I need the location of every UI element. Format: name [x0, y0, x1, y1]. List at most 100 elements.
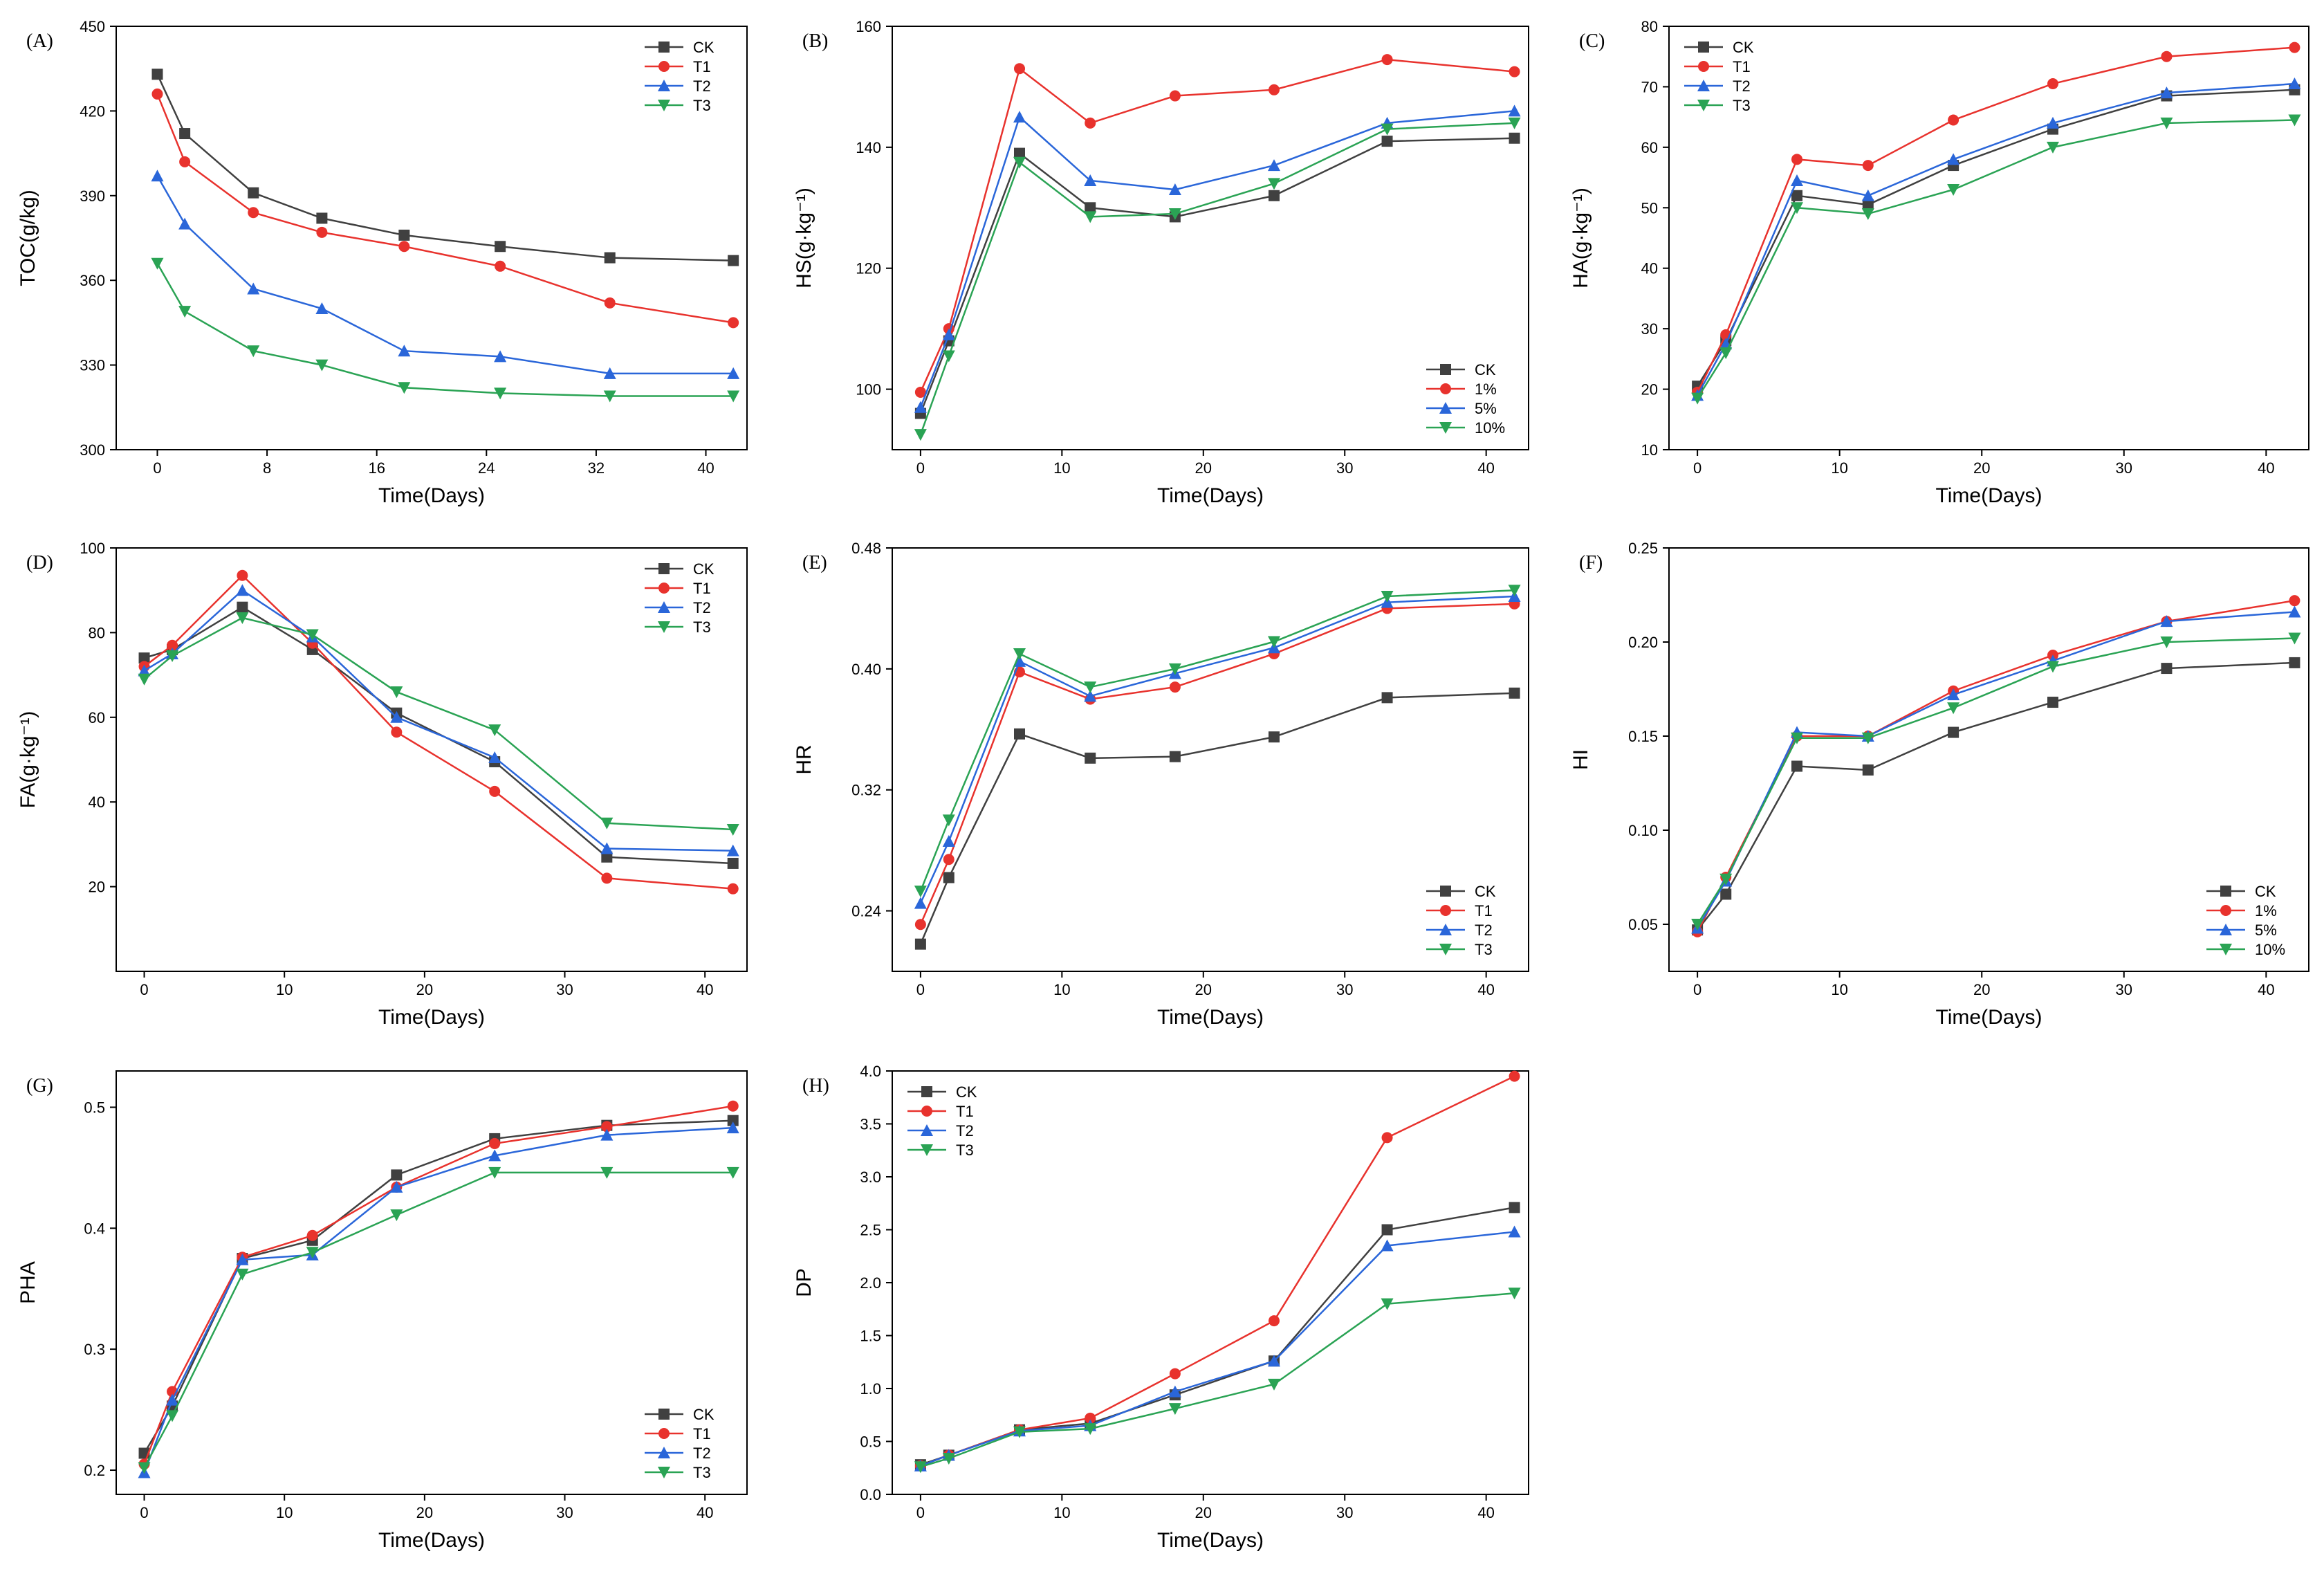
data-point-T1: [1862, 160, 1874, 172]
series-T3: [151, 257, 740, 403]
data-point-T3: [138, 673, 151, 686]
data-point-T3: [1791, 202, 1803, 214]
data-point-T1: [1381, 1132, 1393, 1144]
legend-label: CK: [1475, 361, 1496, 378]
data-point-T3: [166, 1410, 179, 1422]
data-point-T2: [1268, 159, 1280, 172]
data-point-T3: [914, 1461, 927, 1474]
legend-swatch-marker: [921, 1144, 933, 1156]
y-tick-label: 0.10: [1628, 822, 1658, 839]
data-point-T1: [1269, 84, 1280, 95]
chart-E: 0 10 20 30 40 0.24 0.32 0.40 0.48 Time(Days) HR (E)…: [793, 540, 1529, 1029]
data-point-CK: [1014, 147, 1025, 159]
data-point-T3: [1268, 178, 1280, 190]
series-T2: [914, 104, 1521, 413]
data-point-T3: [1381, 123, 1394, 136]
data-point-T2: [942, 835, 955, 847]
x-tick-label: 8: [263, 459, 271, 477]
y-tick-label: 0.5: [84, 1099, 105, 1116]
data-point-T3: [1508, 585, 1521, 597]
series-T2: [914, 589, 1521, 909]
data-point-T3: [942, 814, 955, 827]
data-point-T1: [2047, 78, 2058, 90]
x-axis-title: Time(Days): [1157, 1529, 1264, 1552]
legend-swatch-marker: [658, 1467, 670, 1478]
data-point-T2: [2160, 615, 2173, 627]
x-tick-label: 30: [1336, 459, 1353, 477]
data-point-T2: [488, 1149, 501, 1162]
data-point-T1: [1791, 154, 1802, 165]
x-tick-label: 20: [1973, 981, 1990, 998]
series-line-T1: [156, 93, 734, 324]
data-point-T2: [178, 217, 192, 230]
y-tick-label: 0.5: [860, 1433, 881, 1451]
data-point-T1: [306, 1229, 318, 1241]
y-axis-title: PHA: [17, 1261, 39, 1304]
y-tick-label: 4.0: [860, 1063, 881, 1080]
y-tick-label: 100: [856, 381, 881, 398]
y-tick-label: 0.25: [1628, 540, 1658, 557]
legend-swatch-marker: [2220, 924, 2232, 935]
series-line-CK: [919, 692, 1515, 945]
data-point-T2: [942, 328, 955, 340]
legend-swatch-marker: [658, 621, 670, 633]
series-line-T2: [920, 1231, 1515, 1467]
series-T1: [151, 88, 739, 329]
data-point-CK: [604, 252, 616, 264]
data-point-CK: [1085, 202, 1096, 214]
data-point-T2: [1947, 153, 1960, 165]
series-line-T2: [919, 595, 1515, 904]
legend-swatch-marker: [658, 601, 670, 613]
legend-swatch-marker: [1439, 944, 1452, 955]
data-point-T3: [603, 390, 616, 403]
chart-G: 0 10 20 30 40 0.2 0.3 0.4 0.5 Time(Days) PHA (G) CK T…: [17, 1070, 748, 1552]
y-tick-label: 160: [856, 18, 881, 35]
data-point-T3: [1691, 392, 1704, 405]
data-point-T1: [1085, 1412, 1096, 1424]
series-line-T3: [920, 1292, 1515, 1468]
series-line-CK: [1697, 89, 2295, 387]
x-tick-label: 20: [1195, 1504, 1212, 1521]
y-tick-label: 60: [89, 709, 105, 726]
legend-label: CK: [693, 1406, 714, 1423]
chart-C: 0 10 20 30 40 10 20 30 40 50 60 70 80 Time(Days) HA(g·…: [1569, 18, 2309, 507]
legend-label: T1: [1475, 902, 1493, 919]
series-line-T1: [1696, 46, 2295, 393]
data-point-T2: [727, 367, 740, 379]
data-point-T3: [1013, 1426, 1026, 1438]
legend-label: CK: [693, 560, 714, 578]
legend-label: CK: [1733, 39, 1754, 56]
panel-label: (B): [802, 30, 828, 52]
data-point-CK: [1791, 190, 1802, 201]
plot-frame: [116, 547, 748, 972]
series-T3: [914, 1288, 1521, 1474]
data-point-CK: [495, 241, 506, 253]
legend-swatch-marker: [658, 1447, 670, 1458]
x-tick-label: 0: [1693, 981, 1702, 998]
y-tick-label: 100: [80, 540, 105, 557]
x-tick-label: 30: [1336, 1504, 1353, 1521]
x-tick-label: 40: [1477, 459, 1494, 477]
legend-swatch-marker: [658, 1409, 670, 1420]
y-tick-label: 140: [856, 139, 881, 156]
data-point-T3: [942, 1452, 955, 1465]
series-T3: [914, 117, 1521, 441]
x-axis-title: Time(Days): [1936, 484, 2042, 507]
y-tick-label: 0.0: [860, 1486, 881, 1503]
legend-label: T1: [693, 580, 711, 597]
data-point-T2: [600, 1128, 614, 1141]
series-line-CK: [1697, 661, 2295, 931]
data-point-CK: [237, 601, 248, 613]
x-tick-label: 0: [140, 981, 148, 998]
series-line-T2: [919, 110, 1515, 408]
series-line-T2: [1697, 611, 2295, 929]
x-tick-label: 20: [1195, 981, 1212, 998]
y-tick-label: 1.5: [860, 1328, 881, 1345]
x-tick-label: 40: [2258, 981, 2274, 998]
series-T2: [1691, 77, 2301, 401]
chart-F: 0 10 20 30 40 0.05 0.10 0.15 0.20 0.25 Time(Days) H…: [1569, 540, 2309, 1029]
panel-label: (D): [26, 552, 53, 574]
x-tick-label: 0: [916, 1504, 925, 1521]
series-line-T1: [1697, 599, 2295, 933]
y-axis-title: HS(g·kg⁻¹): [793, 187, 815, 288]
